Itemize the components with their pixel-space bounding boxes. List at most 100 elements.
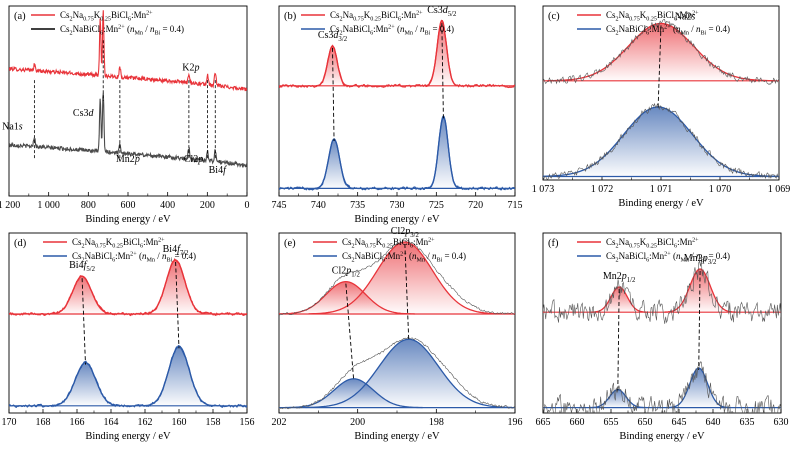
peak-fill xyxy=(314,139,354,189)
peak-label: Cs3d xyxy=(73,108,95,119)
peak-fill xyxy=(426,116,460,189)
guide-line xyxy=(617,288,620,392)
x-tick-label: 196 xyxy=(508,417,523,428)
experimental-trace xyxy=(279,336,515,410)
legend-label: Cs2Na0.75K0.25BiCl6:Mn2+ xyxy=(342,237,435,250)
peak-annotation: Cs3d3/2 xyxy=(318,30,348,142)
peak-fit-curve xyxy=(664,268,736,313)
plot-area xyxy=(9,258,247,408)
peak-annotation: Cl2p xyxy=(184,80,208,165)
peak-annotation: Cs3d xyxy=(73,40,104,119)
peak-annotation: Bi4f7/2 xyxy=(163,244,190,349)
x-tick-label: 1 071 xyxy=(650,184,673,195)
x-axis-label: Binding energy / eV xyxy=(85,214,171,225)
peak-fill xyxy=(590,287,648,313)
peak-fit-curve xyxy=(308,241,502,315)
guide-line xyxy=(81,278,86,365)
legend-label: Cs2Na0.75K0.25BiCl6:Mn2+ xyxy=(60,10,153,23)
panel-label: (d) xyxy=(14,238,27,249)
legend-item: Cs2NaBiCl6:Mn2+ (nMn / nBi = 0.4) xyxy=(301,24,454,37)
x-tick-label: 1 200 xyxy=(0,200,20,211)
x-axis-label: Binding energy / eV xyxy=(619,431,705,442)
experimental-trace xyxy=(279,19,515,89)
x-axis-label: Binding energy / eV xyxy=(354,431,440,442)
legend-label: Cs2Na0.75K0.25BiCl6:Mn2+ xyxy=(606,237,699,250)
x-tick-label: 1 069 xyxy=(768,184,791,195)
legend-item: Cs2NaBiCl6:Mn2+ (nMn / nBi = 0.4) xyxy=(313,251,466,264)
panel-b: 745 740 735 730 725 720 715 Binding energy / eV… xyxy=(272,5,523,225)
legend-label: Cs2Na0.75K0.25BiCl6:Mn2+ xyxy=(72,237,165,250)
x-tick-label: 725 xyxy=(429,200,444,211)
peak-fill xyxy=(49,362,122,406)
x-tick-label: 715 xyxy=(508,200,523,211)
peak-fill xyxy=(589,389,647,408)
x-tick-label: 1 070 xyxy=(709,184,732,195)
x-axis-label: Binding energy / eV xyxy=(618,198,704,209)
legend-item: Cs2NaBiCl6:Mn2+ (nMn / nBi = 0.4) xyxy=(31,24,184,37)
x-tick-label: 655 xyxy=(604,417,619,428)
legend-item: Cs2Na0.75K0.25BiCl6:Mn2+ xyxy=(301,10,423,23)
peak-fit-curve xyxy=(547,22,775,82)
x-tick-label: 162 xyxy=(138,417,153,428)
guide-line xyxy=(441,23,444,119)
peak-fill xyxy=(543,106,778,177)
peak-label: Mn2p3/2 xyxy=(684,253,717,266)
peak-annotation: Cs3d5/2 xyxy=(427,5,457,119)
x-tick-label: 170 xyxy=(2,417,17,428)
peak-fill xyxy=(143,346,215,406)
panel-label: (f) xyxy=(548,238,559,249)
legend-label: Cs2NaBiCl6:Mn2+ (nMn / nBi = 0.4) xyxy=(330,24,454,37)
x-tick-label: 1 073 xyxy=(532,184,555,195)
panel-c: 1 073 1 072 1 071 1 070 1 069 Binding energy … xyxy=(532,5,791,209)
x-tick-label: 720 xyxy=(468,200,483,211)
peak-annotation: Bi4f5/2 xyxy=(69,260,96,365)
plot-area xyxy=(543,259,781,413)
x-tick-label: 156 xyxy=(240,417,255,428)
peak-fill xyxy=(142,260,209,314)
x-tick-label: 0 xyxy=(245,200,250,211)
x-tick-label: 640 xyxy=(706,417,721,428)
peak-label: Mn2p xyxy=(116,154,140,165)
experimental-trace xyxy=(279,239,515,316)
x-axis-label: Binding energy / eV xyxy=(354,214,440,225)
peak-label: Bi4f7/2 xyxy=(163,244,190,257)
x-tick-label: 600 xyxy=(121,200,136,211)
peak-annotation: Cl2p1/2 xyxy=(332,266,361,381)
legend-item: Cs2Na0.75K0.25BiCl6:Mn2+ xyxy=(313,237,435,250)
peak-fill xyxy=(49,276,115,314)
peak-label: Na2s xyxy=(675,11,696,22)
peak-label: Mn2p1/2 xyxy=(603,271,636,284)
x-tick-label: 198 xyxy=(429,417,444,428)
x-tick-label: 645 xyxy=(672,417,687,428)
x-tick-label: 800 xyxy=(81,200,96,211)
peak-annotation: Mn2p xyxy=(116,80,140,165)
x-tick-label: 660 xyxy=(570,417,585,428)
guide-line xyxy=(332,47,335,142)
legend-label: Cs2NaBiCl6:Mn2+ (nMn / nBi = 0.4) xyxy=(606,24,730,37)
guide-line xyxy=(698,270,701,371)
legend-item: Cs2Na0.75K0.25BiCl6:Mn2+ xyxy=(577,10,699,23)
x-tick-label: 400 xyxy=(160,200,175,211)
peak-fill xyxy=(667,368,730,408)
x-tick-label: 202 xyxy=(272,417,287,428)
x-tick-label: 730 xyxy=(390,200,405,211)
experimental-trace xyxy=(543,259,781,324)
legend-item: Cs2Na0.75K0.25BiCl6:Mn2+ xyxy=(31,10,153,23)
peak-label: Cl2p1/2 xyxy=(332,266,361,279)
peak-annotation: Bi4f xyxy=(209,80,227,176)
x-tick-label: 1 000 xyxy=(37,200,60,211)
legend-label: Cs2NaBiCl6:Mn2+ (nMn / nBi = 0.4) xyxy=(606,251,730,264)
x-tick-label: 740 xyxy=(311,200,326,211)
peak-fill xyxy=(308,242,502,314)
x-tick-label: 665 xyxy=(536,417,551,428)
legend-item: Cs2NaBiCl6:Mn2+ (nMn / nBi = 0.4) xyxy=(577,251,730,264)
x-tick-label: 158 xyxy=(206,417,221,428)
experimental-trace xyxy=(543,102,779,180)
x-axis-label: Binding energy / eV xyxy=(85,431,171,442)
peak-annotation: Mn2p1/2 xyxy=(603,271,636,392)
peak-annotation: Cl2p3/2 xyxy=(391,226,420,342)
x-tick-label: 168 xyxy=(36,417,51,428)
peak-label: Bi4f5/2 xyxy=(69,260,96,273)
plot-frame xyxy=(278,5,516,197)
peak-label: Bi4f xyxy=(209,165,227,176)
